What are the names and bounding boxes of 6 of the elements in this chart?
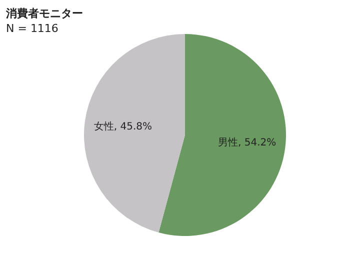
- slice-label: 女性, 45.8%: [94, 120, 152, 132]
- chart-title: 消費者モニター: [6, 6, 83, 21]
- pie-slice: [158, 34, 286, 236]
- chart-subtitle: N = 1116: [6, 22, 58, 35]
- pie-slice: [84, 34, 185, 233]
- slice-label: 男性, 54.2%: [218, 136, 276, 149]
